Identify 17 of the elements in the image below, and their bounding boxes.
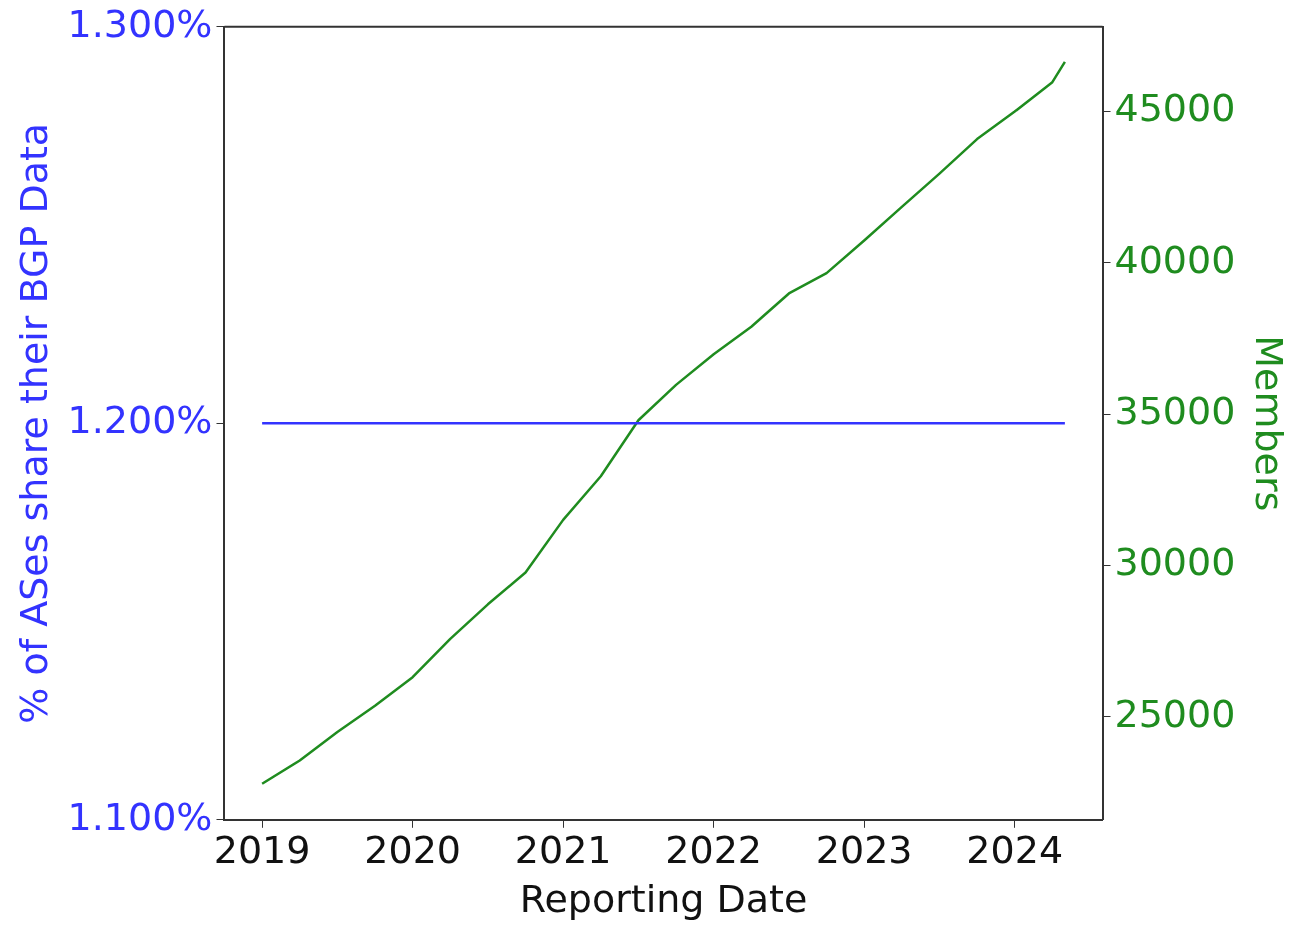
x-tick-label: 2021	[514, 828, 612, 873]
x-axis-title: Reporting Date	[519, 877, 808, 922]
y-tick-label: 1.200%	[67, 398, 213, 443]
x-tick-label: 2022	[665, 828, 763, 873]
y-tick-label: 1.100%	[67, 794, 213, 839]
y2-axis-title: Members	[1247, 335, 1292, 512]
y2-tick-label: 40000	[1114, 237, 1236, 282]
x-tick-label: 2023	[815, 828, 913, 873]
x-tick-label: 2024	[966, 828, 1064, 873]
y2-tick-label: 30000	[1114, 540, 1236, 585]
y-tick-label: 1.300%	[67, 1, 213, 46]
y2-tick-label: 45000	[1114, 86, 1236, 131]
x-tick-label: 2019	[213, 828, 311, 873]
x-tick-label: 2020	[364, 828, 461, 873]
y-axis-title: % of ASes share their BGP Data	[11, 122, 56, 724]
y2-tick-label: 35000	[1114, 389, 1236, 434]
y2-tick-label: 25000	[1114, 691, 1236, 736]
